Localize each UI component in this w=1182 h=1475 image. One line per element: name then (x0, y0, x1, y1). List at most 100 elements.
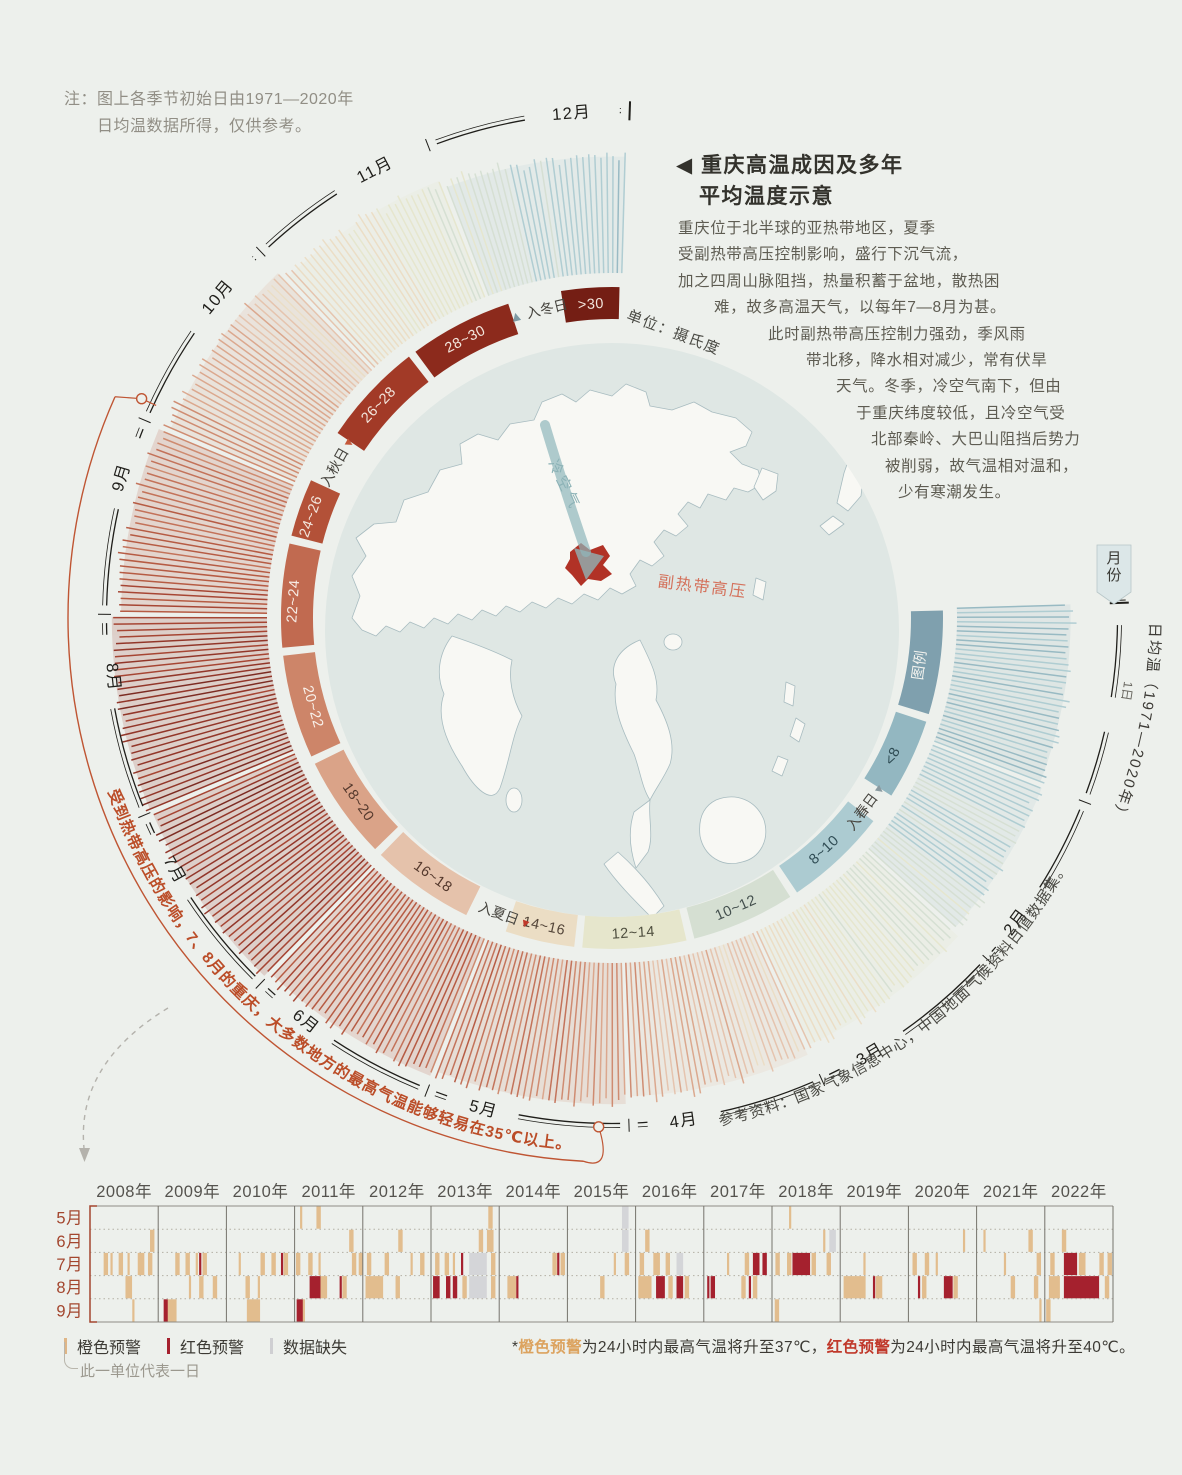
warning-bar (420, 1252, 425, 1276)
day-line (522, 957, 551, 1099)
month-label: 12月 (551, 103, 592, 124)
day-line (656, 959, 676, 1095)
day-line (357, 214, 430, 327)
day-line (133, 723, 285, 775)
day-line (879, 834, 972, 909)
day-line (324, 896, 410, 1014)
warning-bar (433, 1276, 440, 1299)
day-line (375, 208, 441, 320)
description-line: 重庆位于北半球的亚热带地区，夏季 (678, 220, 936, 237)
year-label: 2021年 (983, 1182, 1039, 1201)
warning-bar (726, 1252, 730, 1276)
day-line (194, 383, 312, 450)
month-label: 9月 (109, 461, 134, 494)
day-line (586, 962, 595, 1098)
day-line (799, 906, 869, 1012)
day-line (211, 357, 324, 431)
warning-timeline-chart: 2008年 2009年 2010年 2011年 2012年 2013年 2014年 2015年… (56, 1182, 1114, 1323)
month-arc-inner (435, 115, 525, 141)
warning-bar (1063, 1252, 1078, 1276)
warning-bar (762, 1252, 767, 1276)
ring-segment (415, 303, 519, 378)
day-line (119, 565, 269, 583)
day-line (621, 152, 626, 274)
month-arc (1110, 625, 1119, 698)
description-line: 难，故多高温天气，以每年7—8月为甚。 (714, 299, 1007, 317)
day-line (113, 653, 269, 671)
day-line (528, 957, 555, 1101)
day-line (416, 194, 469, 305)
warning-bar (137, 1252, 145, 1276)
day-line (944, 710, 1059, 744)
radial-axis-label: 日均温（1971—2020年） (1107, 623, 1163, 825)
warning-bar (707, 1276, 710, 1299)
season-marker-入冬日: ▲ 入冬日 (507, 296, 569, 326)
day-line (233, 841, 351, 942)
warning-bar (491, 1276, 496, 1299)
day-line (165, 773, 305, 846)
month-arc-inner (830, 1072, 842, 1079)
day-line (919, 773, 1026, 829)
row-label: 9月 (56, 1302, 83, 1320)
year-label: 2014年 (505, 1182, 561, 1201)
warning-bar (238, 1252, 241, 1276)
day-line (928, 752, 1040, 802)
warning-bar (962, 1229, 966, 1252)
day-line (835, 879, 915, 972)
day-line (300, 261, 386, 359)
day-line (163, 430, 294, 487)
warning-bar (1078, 1252, 1086, 1276)
day-line (825, 888, 905, 988)
day-line (545, 157, 564, 277)
day-line (491, 168, 525, 285)
month-arc (518, 1114, 621, 1125)
note-line2: 日均温数据所得，仅供参考。 (97, 118, 312, 135)
warning-bar (823, 1229, 826, 1252)
warning-bar (653, 1252, 660, 1276)
day-line (606, 152, 609, 274)
day-line (921, 769, 1025, 822)
day-line (430, 938, 485, 1073)
warning-bar (283, 1252, 289, 1276)
warning-bar (792, 1252, 811, 1276)
day-line (160, 761, 299, 827)
month-arc-inner (637, 1125, 648, 1128)
warning-bar (316, 1206, 321, 1229)
day-line (273, 278, 369, 375)
day-line (803, 904, 877, 1013)
title-line2: 平均温度示意 (699, 185, 834, 208)
day-line (535, 958, 559, 1097)
day-line (185, 797, 319, 880)
day-line (795, 909, 866, 1019)
month-arc (720, 1081, 814, 1113)
day-line (539, 160, 560, 278)
warning-bar (395, 1276, 400, 1299)
map-landmass (771, 755, 789, 777)
day-line (600, 157, 605, 274)
warning-bar (435, 1252, 440, 1276)
day-line (199, 363, 319, 439)
warning-bar (469, 1276, 487, 1299)
day-line (885, 827, 986, 904)
day-line (868, 847, 957, 928)
day-line (421, 188, 473, 303)
day-line (739, 938, 790, 1059)
day-line (195, 808, 326, 897)
day-line (523, 170, 547, 280)
day-line (709, 948, 749, 1074)
year-label: 2022年 (1051, 1182, 1107, 1201)
day-line (954, 661, 1067, 678)
month-boundary-tick (818, 1073, 826, 1087)
day-line (747, 934, 800, 1052)
day-line (956, 634, 1068, 642)
day-line (274, 870, 379, 983)
day-line (912, 785, 1017, 845)
day-line (309, 253, 393, 353)
day-line (230, 323, 340, 409)
day-line (117, 679, 273, 711)
day-line (855, 861, 948, 953)
warning-bar (147, 1252, 153, 1276)
warning-bar (1036, 1252, 1042, 1276)
day-line (665, 958, 689, 1091)
ring-segment (864, 711, 927, 796)
